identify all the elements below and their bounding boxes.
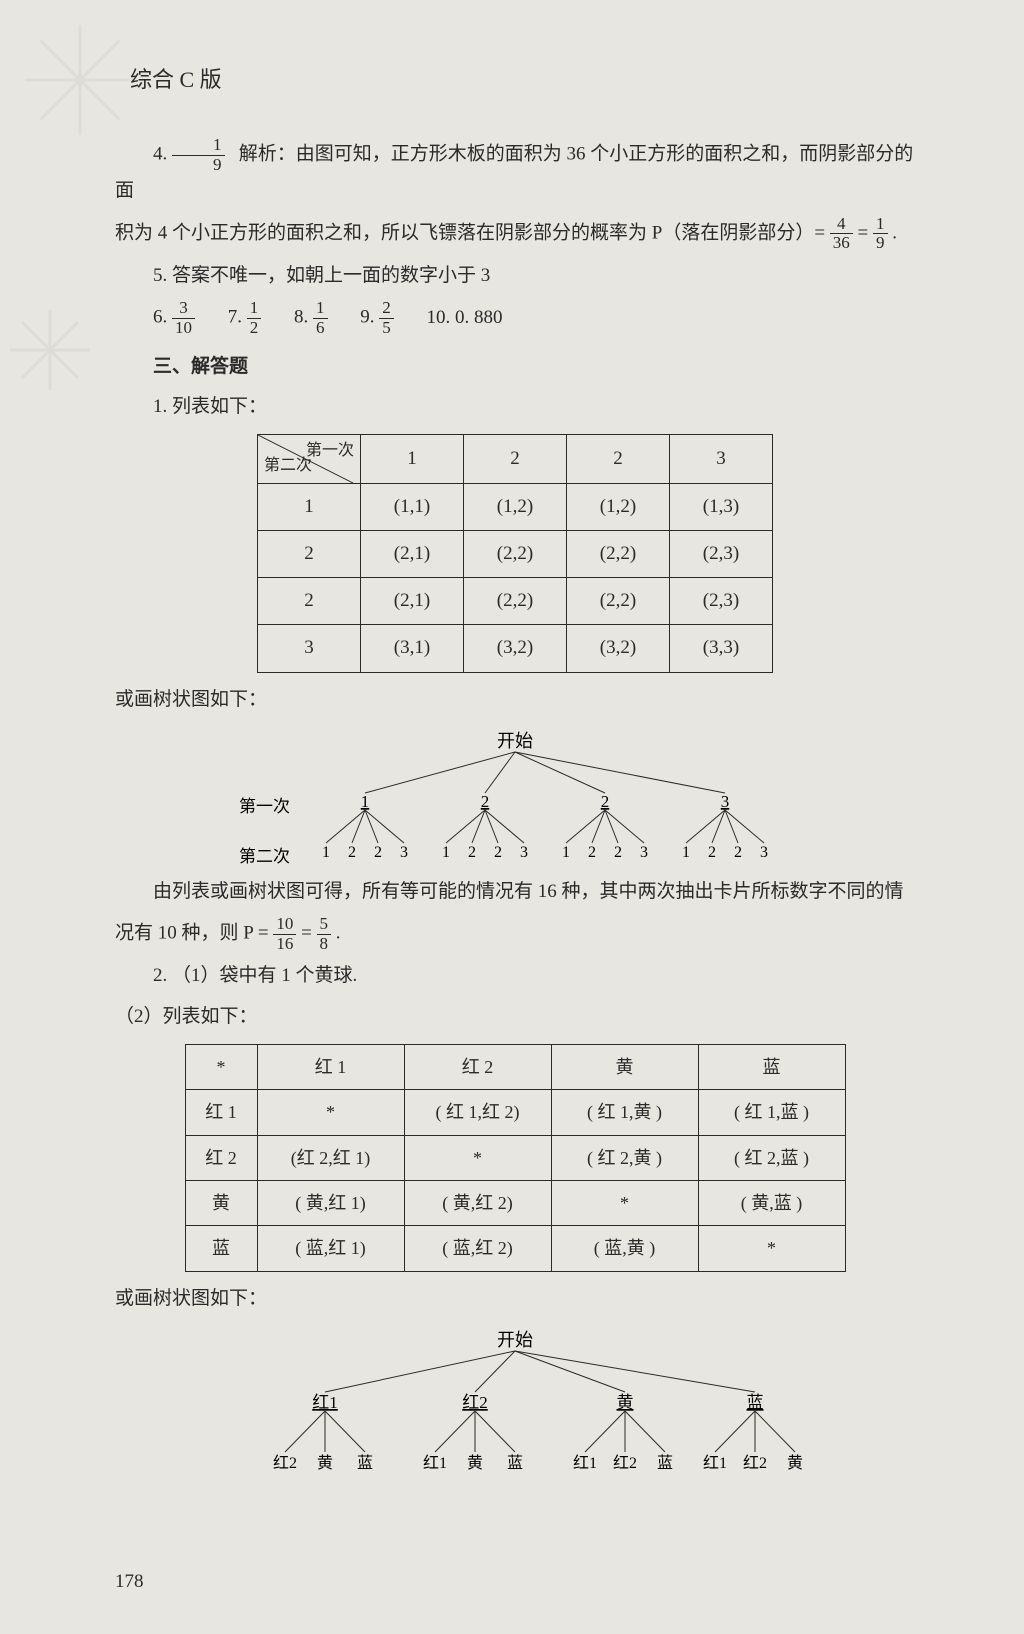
edition-label: 综合 C 版: [130, 60, 222, 100]
svg-text:红1: 红1: [703, 1454, 727, 1472]
svg-text:黄: 黄: [617, 1393, 634, 1412]
svg-text:红1: 红1: [312, 1393, 338, 1412]
para-b: 况有 10 种，则 P = 1016 = 58 .: [115, 915, 915, 953]
tree2-label: 或画树状图如下：: [115, 1282, 915, 1316]
svg-text:2: 2: [614, 844, 622, 861]
table-row: 2(2,1)(2,2)(2,2)(2,3): [258, 578, 773, 625]
table-row: 红 2(红 2,红 1)*( 红 2,黄 )( 红 2,蓝 ): [185, 1135, 845, 1180]
table-row: 黄( 黄,红 1)( 黄,红 2)*( 黄,蓝 ): [185, 1180, 845, 1225]
table-row: 3(3,1)(3,2)(3,2)(3,3): [258, 625, 773, 672]
svg-text:3: 3: [721, 792, 730, 811]
svg-text:2: 2: [374, 844, 382, 861]
section3-title: 三、解答题: [153, 350, 915, 384]
svg-text:蓝: 蓝: [507, 1454, 523, 1472]
svg-text:红2: 红2: [462, 1393, 488, 1412]
table-row: 1(1,1)(1,2)(1,2)(1,3): [258, 483, 773, 530]
svg-text:蓝: 蓝: [747, 1393, 764, 1412]
tree1-label: 或画树状图如下：: [115, 683, 915, 717]
svg-text:2: 2: [494, 844, 502, 861]
svg-text:蓝: 蓝: [657, 1454, 673, 1472]
tree2-diagram: 开始红1红2黄蓝红2红1黄蓝黄红1红2蓝蓝红1红2黄: [115, 1328, 915, 1478]
svg-text:1: 1: [442, 844, 450, 861]
q6-10: 6. 310 7. 12 8. 16 9. 25 10. 0. 880: [153, 299, 915, 337]
svg-text:第一次: 第一次: [239, 797, 290, 816]
svg-text:1: 1: [682, 844, 690, 861]
snowflake-icon: [0, 300, 100, 400]
table1: 第一次 第二次 1 2 2 3 1(1,1)(1,2)(1,2)(1,3) 2(…: [257, 434, 773, 673]
svg-text:红2: 红2: [613, 1454, 637, 1472]
svg-text:2: 2: [708, 844, 716, 861]
table-row: 2(2,1)(2,2)(2,2)(2,3): [258, 531, 773, 578]
svg-text:红2: 红2: [743, 1454, 767, 1472]
p1-label: 1. 列表如下：: [115, 390, 915, 424]
page-number: 178: [115, 1565, 144, 1599]
table2: * 红 1 红 2 黄 蓝 红 1*( 红 1,红 2)( 红 1,黄 )( 红…: [185, 1044, 846, 1272]
p2-1: 2. （1）袋中有 1 个黄球.: [115, 959, 915, 993]
svg-text:1: 1: [562, 844, 570, 861]
svg-text:3: 3: [400, 844, 408, 861]
svg-text:1: 1: [361, 792, 370, 811]
svg-text:红2: 红2: [273, 1454, 297, 1472]
svg-text:黄: 黄: [467, 1454, 483, 1472]
svg-text:3: 3: [640, 844, 648, 861]
svg-text:2: 2: [588, 844, 596, 861]
svg-text:1: 1: [322, 844, 330, 861]
svg-text:黄: 黄: [787, 1454, 803, 1472]
svg-text:红1: 红1: [423, 1454, 447, 1472]
svg-text:黄: 黄: [317, 1454, 333, 1472]
table-row: 红 1*( 红 1,红 2)( 红 1,黄 )( 红 1,蓝 ): [185, 1090, 845, 1135]
svg-text:2: 2: [348, 844, 356, 861]
svg-text:开始: 开始: [497, 731, 533, 751]
svg-text:2: 2: [481, 792, 490, 811]
table-row: 蓝( 蓝,红 1)( 蓝,红 2)( 蓝,黄 )*: [185, 1226, 845, 1271]
p2-2: （2）列表如下：: [115, 1000, 915, 1034]
q4-line: 4. 19 解析：由图可知，正方形木板的面积为 36 个小正方形的面积之和，而阴…: [115, 136, 915, 209]
q5: 5. 答案不唯一，如朝上一面的数字小于 3: [115, 259, 915, 293]
svg-text:第二次: 第二次: [239, 847, 290, 866]
svg-text:蓝: 蓝: [357, 1454, 373, 1472]
svg-text:2: 2: [734, 844, 742, 861]
svg-text:3: 3: [520, 844, 528, 861]
svg-text:开始: 开始: [497, 1330, 533, 1350]
q4-line2: 积为 4 个小正方形的面积之和，所以飞镖落在阴影部分的概率为 P（落在阴影部分）…: [115, 215, 915, 253]
svg-text:2: 2: [468, 844, 476, 861]
svg-text:2: 2: [601, 792, 610, 811]
svg-text:红1: 红1: [573, 1454, 597, 1472]
tree1-diagram: 开始第一次第二次 1 1 2 2 3 2 1 2 2 3 2 1 2 2 3 3 1 2 2 3: [115, 729, 915, 869]
svg-text:3: 3: [760, 844, 768, 861]
para-a: 由列表或画树状图可得，所有等可能的情况有 16 种，其中两次抽出卡片所标数字不同…: [115, 875, 915, 909]
